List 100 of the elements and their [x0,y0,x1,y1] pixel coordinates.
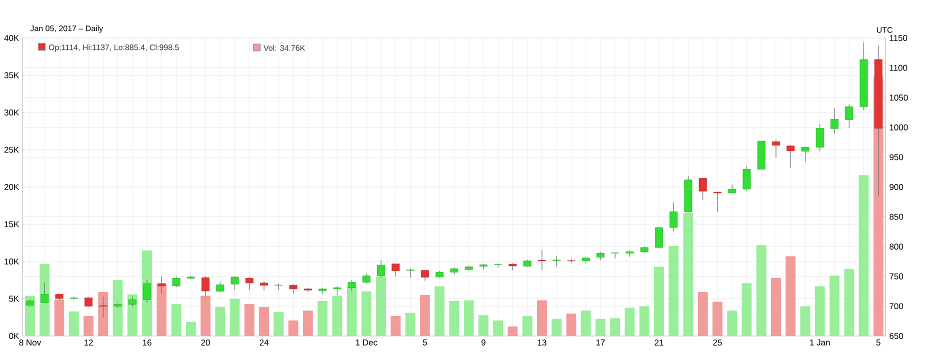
x-tick-label: 13 [538,340,546,346]
y2-tick-label: 15K [4,221,20,228]
y-tick-label: 1100 [890,64,908,71]
bar [332,296,342,336]
bar [288,320,298,336]
candlestick [172,276,180,288]
x-tick-label: 24 [260,340,269,346]
candlestick [40,282,49,304]
bar [742,283,752,336]
bar [98,292,108,336]
bar [566,314,576,336]
bar [215,306,226,336]
bar [478,315,488,336]
bar [639,306,650,336]
candlestick [742,166,751,191]
x-tick-label: 1 Jan [810,340,830,346]
bar [536,300,547,336]
bar [800,306,810,336]
y-tick-label: 850 [890,214,904,220]
candlestick [392,264,400,277]
bar [522,316,532,336]
candlestick [494,264,502,268]
candlestick [245,276,254,290]
y-tick-label: 650 [890,332,904,340]
bar [230,298,240,336]
bar [259,306,270,336]
bar [390,316,401,336]
candlestick [786,144,795,168]
bar [420,295,430,336]
candlestick [216,281,224,293]
y2-tick-label: 20K [4,184,20,190]
candlestick [552,256,561,267]
bar [595,318,606,336]
x-tick-label: 5 [422,340,427,346]
candlestick [260,280,268,290]
candlestick [698,177,707,200]
candlestick [713,192,722,212]
candlestick [377,260,386,278]
y-tick-label: 950 [890,154,904,160]
bar [200,296,210,336]
y2-tick-label: 40K [4,35,20,42]
bar [84,316,94,336]
bar [610,318,620,336]
annotation: Op:1114, Hi:1137, Lo:885.4, Cl:998.5 [48,44,179,52]
y2-tick-label: 0K [9,333,20,340]
bar [624,308,635,336]
candlestick [816,124,824,152]
x-tick-label: 9 [481,340,486,346]
y-tick-label: 1050 [890,94,908,101]
bar [712,302,722,336]
x-tick-label: 17 [596,340,605,346]
bar [68,311,79,336]
bar [756,245,766,336]
y2-tick-label: 30K [4,110,20,116]
candlestick [318,287,327,294]
x-tick-label: 20 [201,340,210,346]
bar [434,286,445,336]
candlestick [772,139,780,158]
bar [302,310,313,336]
candlestick [830,108,838,134]
candlestick [845,104,854,128]
x-tick-label: 1 Dec [356,340,378,346]
bar [786,256,796,336]
x-tick-label: 5 [876,340,880,346]
x-tick-label: 21 [654,340,664,346]
bar [274,312,284,336]
bar [771,278,781,336]
bar [156,284,167,336]
x-tick-label: 8 Nov [19,340,42,346]
candlestick [670,202,678,232]
x-tick-label: 12 [84,340,93,346]
bar [186,322,196,336]
candlestick [348,280,356,292]
y-tick-label: 800 [890,244,904,250]
y-tick-label: 1000 [890,124,908,130]
chart-subtitle: Jan 05, 2017 – Daily [30,25,104,33]
candlestick [654,226,663,249]
candlestick [801,146,810,162]
bar [449,300,460,336]
candlestick [362,273,370,284]
annotation: Vol: 34.76K [264,44,306,51]
bar [361,291,372,336]
y2-tick-label: 5K [9,296,20,302]
bar [405,312,416,336]
candlestick [128,296,136,308]
y2-tick-label: 10K [4,258,20,265]
bar [727,310,738,336]
candlestick [538,250,546,271]
bar [464,300,474,336]
bar [830,276,840,336]
bar [814,286,825,336]
bar [654,266,664,336]
bar [858,175,869,336]
candlestick [143,280,152,303]
candlestick [479,264,488,270]
y2-tick-label: 25K [4,146,20,153]
y2-tick-label: 35K [4,72,20,78]
bar [844,268,854,336]
bar [493,320,504,336]
bar [508,326,518,336]
